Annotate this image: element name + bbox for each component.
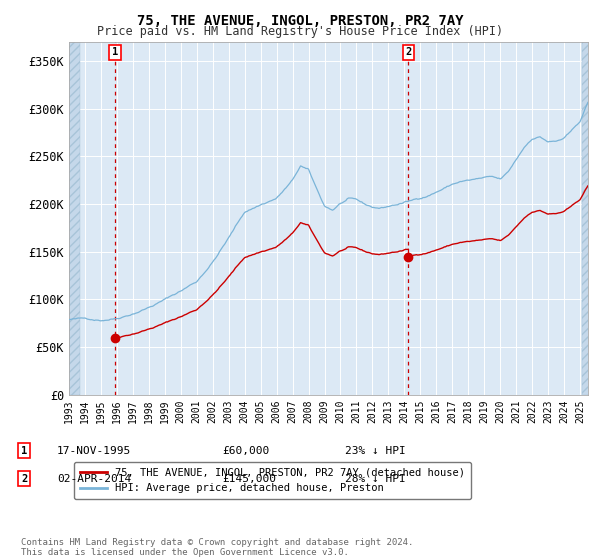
Text: 2: 2 (405, 47, 412, 57)
Text: 1: 1 (112, 47, 118, 57)
Text: 2: 2 (21, 474, 27, 484)
Text: Contains HM Land Registry data © Crown copyright and database right 2024.
This d: Contains HM Land Registry data © Crown c… (21, 538, 413, 557)
Bar (581, 42, 590, 395)
Text: £60,000: £60,000 (222, 446, 269, 456)
Text: 02-APR-2014: 02-APR-2014 (57, 474, 131, 484)
Text: 17-NOV-1995: 17-NOV-1995 (57, 446, 131, 456)
Legend: 75, THE AVENUE, INGOL, PRESTON, PR2 7AY (detached house), HPI: Average price, de: 75, THE AVENUE, INGOL, PRESTON, PR2 7AY … (74, 462, 471, 500)
Text: £145,000: £145,000 (222, 474, 276, 484)
Text: 23% ↓ HPI: 23% ↓ HPI (345, 446, 406, 456)
Text: 75, THE AVENUE, INGOL, PRESTON, PR2 7AY: 75, THE AVENUE, INGOL, PRESTON, PR2 7AY (137, 14, 463, 28)
Text: 28% ↓ HPI: 28% ↓ HPI (345, 474, 406, 484)
Text: Price paid vs. HM Land Registry's House Price Index (HPI): Price paid vs. HM Land Registry's House … (97, 25, 503, 38)
Text: 1: 1 (21, 446, 27, 456)
Bar (69, 42, 80, 395)
